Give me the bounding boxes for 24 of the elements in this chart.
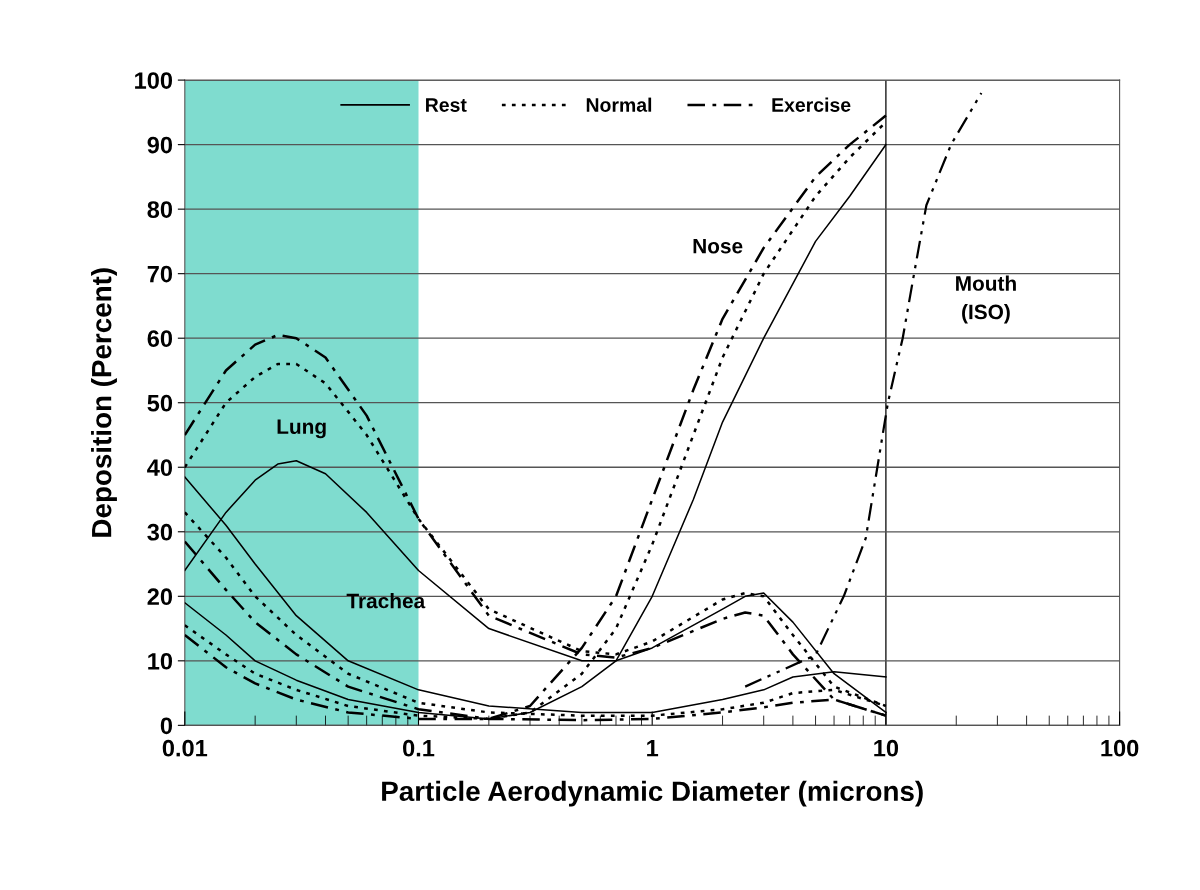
x-tick-label: 100 bbox=[1101, 739, 1139, 757]
y-tick-label: 70 bbox=[147, 265, 173, 283]
y-tick-label: 10 bbox=[148, 652, 173, 670]
annotation: Nose bbox=[693, 238, 743, 254]
y-tick-label: 0 bbox=[160, 717, 173, 735]
y-tick-label: 40 bbox=[147, 459, 173, 477]
y-tick-label: 80 bbox=[147, 201, 173, 218]
legend-label: Normal bbox=[586, 97, 652, 112]
legend-label: Rest bbox=[426, 98, 467, 112]
annotation: Lung bbox=[277, 419, 326, 439]
y-tick-label: 90 bbox=[147, 136, 173, 154]
y-axis-title: Deposition (Percent) bbox=[91, 268, 117, 537]
y-tick-label: 100 bbox=[135, 72, 173, 89]
y-tick-label: 20 bbox=[147, 588, 173, 606]
x-axis-title: Particle Aerodynamic Diameter (microns) bbox=[382, 780, 923, 807]
x-tick-label: 1 bbox=[647, 740, 659, 757]
legend-label: Exercise bbox=[772, 97, 851, 112]
y-tick-label: 30 bbox=[147, 523, 173, 541]
y-tick-label: 50 bbox=[147, 394, 173, 412]
x-tick-label: 10 bbox=[874, 739, 899, 757]
x-tick-label: 0.1 bbox=[403, 739, 435, 757]
y-tick-label: 60 bbox=[147, 330, 173, 347]
x-tick-label: 0.01 bbox=[162, 739, 208, 757]
annotation: Mouth (ISO) bbox=[956, 275, 1016, 324]
